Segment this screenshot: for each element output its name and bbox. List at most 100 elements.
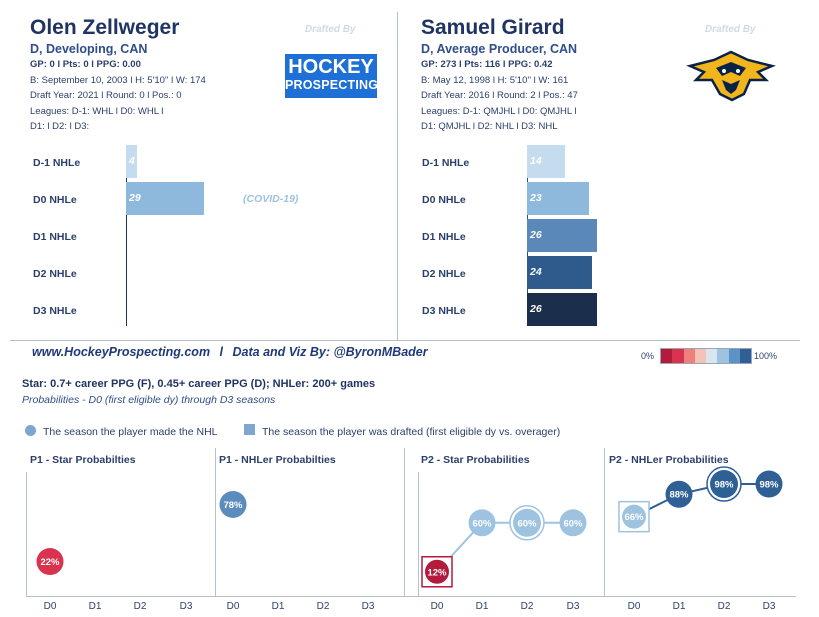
season-label: D0 — [628, 601, 641, 612]
nhle-bar — [126, 182, 204, 215]
season-label: D0 — [431, 601, 444, 612]
season-label: D1 — [89, 601, 102, 612]
panel-title-p1-star: P1 - Star Probabilties — [30, 454, 136, 466]
player1-name: Olen Zellweger — [30, 16, 180, 39]
legend-square-text: The season the player was drafted (first… — [262, 426, 561, 438]
scale-max: 100% — [754, 351, 778, 361]
definition-line: Star: 0.7+ career PPG (F), 0.45+ career … — [22, 378, 376, 390]
p1-bar-label-d2: D2 NHLe — [33, 268, 77, 280]
player2-subtitle: D, Average Producer, CAN — [421, 42, 578, 56]
player1-bio: B: September 10, 2003 l H: 5'10'' l W: 1… — [30, 74, 206, 86]
probability-label: 60% — [563, 518, 583, 529]
probability-point — [219, 490, 247, 518]
p2-bar-label-dm1: D-1 NHLe — [422, 157, 470, 169]
player2-drafted-by: Drafted By — [705, 24, 756, 35]
player1-leagues2: D1: l D2: l D3: — [30, 121, 90, 132]
player2-leagues: Leagues: D-1: QMJHL l D0: QMJHL l — [421, 105, 577, 117]
legend-circle-text: The season the player made the NHL — [43, 426, 218, 438]
nhle-bar — [126, 145, 137, 178]
season-label: D2 — [521, 601, 534, 612]
p2-bar-label-d0: D0 NHLe — [422, 194, 466, 206]
player1-stats: GP: 0 l Pts: 0 l PPG: 0.00 B: September … — [30, 57, 206, 135]
nhle-bar-value: 26 — [530, 303, 542, 315]
panel-divider-1 — [215, 448, 216, 596]
probability-point — [755, 470, 783, 498]
logo-line2: PROSPECTING — [285, 78, 379, 92]
p2-bar-label-d2: D2 NHLe — [422, 268, 466, 280]
probability-point — [622, 504, 646, 529]
nhle-bar-value: 24 — [530, 266, 542, 278]
season-label: D1 — [272, 601, 285, 612]
nhle-bar — [527, 256, 592, 289]
player2-bio: B: May 12, 1998 l H: 5'10'' l W: 161 — [421, 74, 569, 86]
logo-line1: HOCKEY — [288, 56, 374, 78]
nhle-bar-value: 29 — [129, 192, 141, 204]
credit-author[interactable]: Data and Viz By: @ByronMBader — [232, 345, 428, 359]
legend-square-icon — [244, 424, 255, 435]
p2-bar-label-d3: D3 NHLe — [422, 305, 466, 317]
probability-label: 88% — [669, 490, 689, 501]
probability-label: 60% — [517, 518, 537, 529]
predators-logo — [686, 50, 776, 102]
probabilities-line: Probabilities - D0 (first eligible dy) t… — [22, 394, 276, 406]
player1-gp: GP: 0 l Pts: 0 l PPG: 0.00 — [30, 59, 141, 70]
p1-bar-label-d3: D3 NHLe — [33, 305, 77, 317]
probability-point — [710, 470, 738, 499]
nhle-bar-value: 26 — [530, 229, 542, 241]
header-divider — [397, 12, 398, 340]
bar-axis — [126, 145, 127, 326]
player1-leagues: Leagues: D-1: WHL l D0: WHL l — [30, 105, 164, 117]
top-divider — [10, 340, 800, 341]
color-scale-swatch — [706, 349, 718, 363]
credit-line: www.HockeyProspecting.com l Data and Viz… — [32, 345, 428, 359]
season-label: D2 — [317, 601, 330, 612]
credit-site[interactable]: www.HockeyProspecting.com — [32, 345, 211, 359]
hockey-prospecting-logo: HOCKEY PROSPECTING — [285, 54, 379, 98]
color-scale-swatch — [661, 349, 673, 363]
panel-divider-2 — [404, 448, 405, 596]
season-label: D3 — [180, 601, 193, 612]
season-label: D2 — [134, 601, 147, 612]
season-label: D0 — [44, 601, 57, 612]
nhle-bar-value: 4 — [129, 155, 135, 167]
player2-name: Samuel Girard — [421, 16, 565, 39]
probability-point — [468, 509, 496, 537]
season-label: D3 — [763, 601, 776, 612]
probability-label: 12% — [427, 567, 447, 578]
season-label: D1 — [673, 601, 686, 612]
color-scale-swatch — [672, 349, 684, 363]
probability-point — [513, 508, 541, 537]
nhle-bar — [527, 219, 597, 252]
color-scale-swatch — [694, 349, 706, 363]
probability-label: 22% — [40, 557, 60, 568]
player1-subtitle: D, Developing, CAN — [30, 42, 148, 56]
panel-divider-4 — [604, 448, 605, 596]
player2-leagues2: D1: QMJHL l D2: NHL l D3: NHL — [421, 121, 558, 132]
panel-divider-0 — [26, 472, 27, 596]
probability-point — [559, 509, 587, 537]
color-scale-swatch — [683, 349, 695, 363]
season-label: D0 — [227, 601, 240, 612]
season-label: D3 — [567, 601, 580, 612]
panel-title-p2-star: P2 - Star Probabilities — [421, 454, 530, 466]
probability-point — [665, 480, 693, 508]
probability-label: 98% — [714, 480, 734, 491]
player2-draft: Draft Year: 2016 l Round: 2 l Pos.: 47 — [421, 90, 578, 101]
panel-divider-3 — [418, 472, 419, 596]
color-scale-swatch — [717, 349, 729, 363]
credit-separator: l — [219, 345, 224, 359]
season-label: D2 — [718, 601, 731, 612]
season-label: D3 — [362, 601, 375, 612]
player1-draft: Draft Year: 2021 l Round: 0 l Pos.: 0 — [30, 90, 182, 101]
panel-title-p2-nhler: P2 - NHLer Probabilities — [609, 454, 729, 466]
probability-label: 60% — [472, 518, 492, 529]
color-scale-swatch — [739, 349, 751, 363]
player1-drafted-by: Drafted By — [305, 24, 356, 35]
p1-bar-label-d0: D0 NHLe — [33, 194, 77, 206]
probability-point — [36, 548, 64, 576]
panel-baseline — [26, 596, 796, 597]
nhle-bar — [527, 182, 589, 215]
scale-min: 0% — [641, 351, 655, 361]
nhle-bar-value: 14 — [530, 155, 542, 167]
